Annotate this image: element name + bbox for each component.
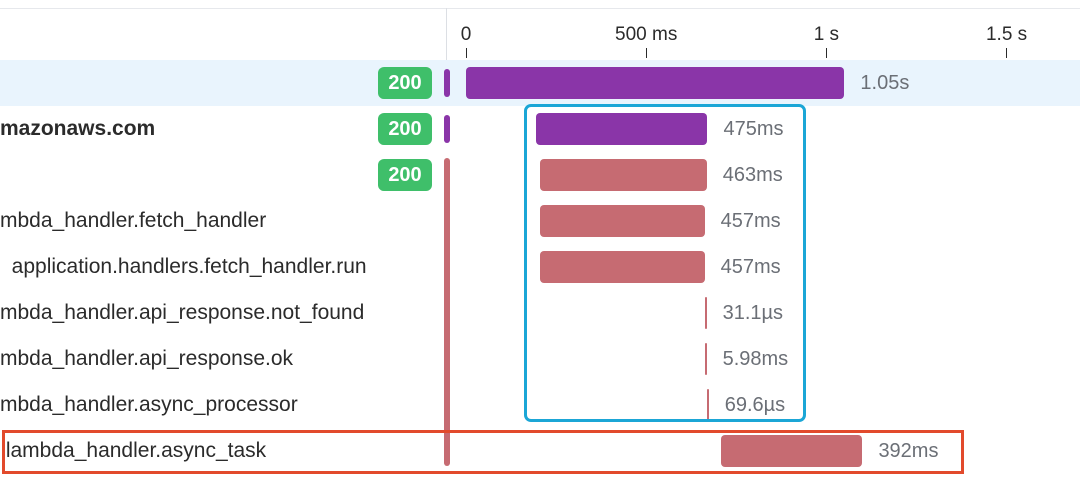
span-row[interactable]: application.handlers.fetch_handler.run 45…: [0, 244, 1080, 290]
service-marker: [444, 115, 450, 143]
span-bar[interactable]: [706, 389, 709, 421]
service-marker: [444, 69, 450, 97]
span-name: mbda_handler.fetch_handler: [0, 209, 267, 232]
status-badge: 200: [378, 113, 432, 145]
span-duration: 392ms: [878, 440, 939, 462]
timeline-axis: 0 500 ms 1 s 1.5 s: [0, 0, 1080, 60]
highlight-box-concurrent-spans: [524, 104, 806, 422]
status-badge: 200: [378, 67, 432, 99]
span-duration: 31.1µs: [722, 302, 784, 324]
span-row[interactable]: lambda_handler.async_task 392ms: [0, 428, 1080, 474]
span-bar[interactable]: [539, 159, 707, 191]
span-name: mbda_handler.api_response.ok: [0, 347, 294, 370]
span-name: mbda_handler.async_processor: [0, 393, 298, 416]
span-duration: 457ms: [720, 256, 781, 278]
span-bar[interactable]: [721, 435, 863, 467]
span-name: lambda_handler.async_task: [0, 439, 267, 462]
span-row[interactable]: mazonaws.com 200 475ms: [0, 106, 1080, 152]
axis-tick-mark: [1006, 48, 1008, 58]
span-duration: 457ms: [720, 210, 781, 232]
span-row[interactable]: mbda_handler.async_processor 69.6µs: [0, 382, 1080, 428]
span-bar[interactable]: [466, 67, 845, 99]
span-duration: 5.98ms: [722, 348, 789, 370]
span-row[interactable]: mbda_handler.api_response.ok 5.98ms: [0, 336, 1080, 382]
axis-tick-mark: [465, 48, 467, 58]
span-row[interactable]: mbda_handler.api_response.not_found 31.1µ…: [0, 290, 1080, 336]
span-bar[interactable]: [539, 251, 705, 283]
header-border: [0, 8, 1080, 9]
axis-tick-mark: [645, 48, 647, 58]
span-row[interactable]: mbda_handler.fetch_handler 457ms: [0, 198, 1080, 244]
span-bar[interactable]: [536, 113, 708, 145]
span-name: mbda_handler.api_response.not_found: [0, 301, 365, 324]
span-duration: 475ms: [723, 118, 784, 140]
axis-tick-label: 1 s: [813, 24, 840, 45]
span-row[interactable]: 200 1.05s: [0, 60, 1080, 106]
axis-divider: [446, 8, 447, 60]
span-bar[interactable]: [704, 297, 707, 329]
span-row[interactable]: 200 463ms: [0, 152, 1080, 198]
span-name: mazonaws.com: [0, 117, 156, 140]
span-bar[interactable]: [704, 343, 707, 375]
status-badge: 200: [378, 159, 432, 191]
axis-tick-label: 1.5 s: [985, 24, 1028, 45]
span-bar[interactable]: [539, 205, 705, 237]
axis-tick-mark: [825, 48, 827, 58]
axis-tick-label: 0: [460, 24, 472, 45]
span-duration: 463ms: [722, 164, 783, 186]
service-rail: [444, 158, 450, 466]
span-duration: 69.6µs: [724, 394, 786, 416]
span-name: application.handlers.fetch_handler.run: [0, 255, 367, 278]
highlight-box-async-task: [2, 430, 964, 474]
span-duration: 1.05s: [860, 72, 910, 94]
axis-tick-label: 500 ms: [615, 24, 678, 45]
